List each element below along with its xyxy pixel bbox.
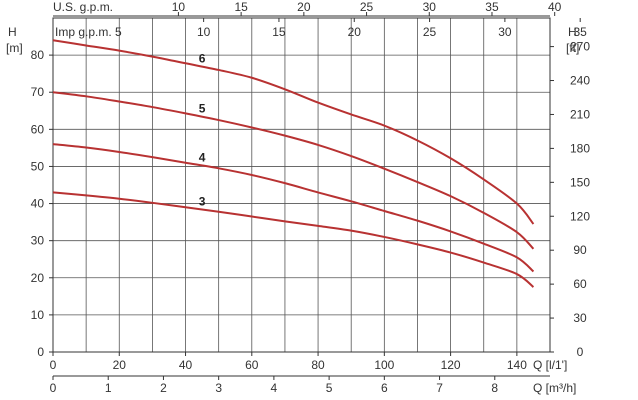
curve-5 — [52, 91, 535, 250]
right-y-tick-label: 0 — [577, 345, 584, 359]
y-tick-label: 60 — [31, 122, 45, 136]
x-tick-label: 20 — [113, 358, 127, 372]
m3h-tick-label: 7 — [436, 381, 443, 395]
x-tick-label: 0 — [50, 358, 57, 372]
curve-3 — [52, 191, 535, 288]
curve-label-6: 6 — [199, 52, 206, 66]
impgpm-tick-label: 15 — [272, 25, 286, 39]
impgpm-tick-label: 35 — [574, 25, 588, 39]
axis-labels: 01020304050607080H[m]0306090120150180210… — [6, 0, 590, 395]
right-y-tick-label: 60 — [573, 277, 587, 291]
x-axis-title: Q [l/1'] — [533, 358, 567, 372]
usgpm-tick-label: 30 — [423, 0, 437, 14]
curve-label-4: 4 — [199, 151, 206, 165]
m3h-tick-label: 5 — [326, 381, 333, 395]
y-tick-label: 0 — [37, 345, 44, 359]
y-tick-label: 50 — [31, 159, 45, 173]
right-y-tick-label: 120 — [570, 209, 590, 223]
m3h-tick-label: 0 — [50, 381, 57, 395]
x-tick-label: 40 — [179, 358, 193, 372]
right-axis-title: H — [568, 25, 577, 39]
right-y-tick-label: 90 — [573, 243, 587, 257]
x-tick-label: 100 — [374, 358, 394, 372]
usgpm-tick-label: 35 — [485, 0, 499, 14]
m3h-tick-label: 6 — [381, 381, 388, 395]
m3h-tick-label: 8 — [491, 381, 498, 395]
usgpm-axis-title: U.S. g.p.m. — [53, 0, 113, 14]
x-tick-label: 80 — [311, 358, 325, 372]
right-axis-unit: [ft] — [566, 41, 579, 55]
y-axis-unit: [m] — [6, 41, 23, 55]
x-tick-label: 140 — [507, 358, 527, 372]
curve-label-3: 3 — [199, 194, 206, 208]
usgpm-tick-label: 20 — [297, 0, 311, 14]
y-tick-label: 70 — [31, 85, 45, 99]
right-y-tick-label: 240 — [570, 74, 590, 88]
x-tick-label: 120 — [441, 358, 461, 372]
grid — [53, 18, 550, 352]
usgpm-tick-label: 25 — [360, 0, 374, 14]
y-tick-label: 30 — [31, 234, 45, 248]
y-axis-title: H — [8, 25, 17, 39]
curve-4 — [52, 143, 535, 273]
m3h-tick-label: 4 — [271, 381, 278, 395]
performance-curves — [52, 39, 535, 288]
m3h-tick-label: 1 — [105, 381, 112, 395]
plot-border — [52, 17, 551, 353]
y-tick-label: 20 — [31, 271, 45, 285]
impgpm-tick-label: 30 — [498, 25, 512, 39]
m3h-tick-label: 2 — [160, 381, 167, 395]
plot-frame — [49, 12, 581, 380]
right-y-tick-label: 30 — [573, 311, 587, 325]
right-y-tick-label: 210 — [570, 107, 590, 121]
y-tick-label: 80 — [31, 48, 45, 62]
impgpm-tick-label: 25 — [423, 25, 437, 39]
usgpm-tick-label: 40 — [548, 0, 562, 14]
x-tick-label: 60 — [245, 358, 259, 372]
curve-label-5: 5 — [199, 102, 206, 116]
impgpm-tick-label: 10 — [197, 25, 211, 39]
right-y-tick-label: 150 — [570, 175, 590, 189]
impgpm-tick-label: 20 — [348, 25, 362, 39]
curve-6 — [52, 39, 535, 225]
usgpm-tick-label: 10 — [172, 0, 186, 14]
impgpm-axis-title: Imp g.p.m. 5 — [55, 25, 122, 39]
usgpm-tick-label: 15 — [234, 0, 248, 14]
m3h-axis-title: Q [m³/h] — [533, 381, 576, 395]
right-y-tick-label: 180 — [570, 141, 590, 155]
right-y-tick-label: 270 — [570, 40, 590, 54]
m3h-tick-label: 3 — [215, 381, 222, 395]
y-tick-label: 40 — [31, 197, 45, 211]
y-tick-label: 10 — [31, 308, 45, 322]
